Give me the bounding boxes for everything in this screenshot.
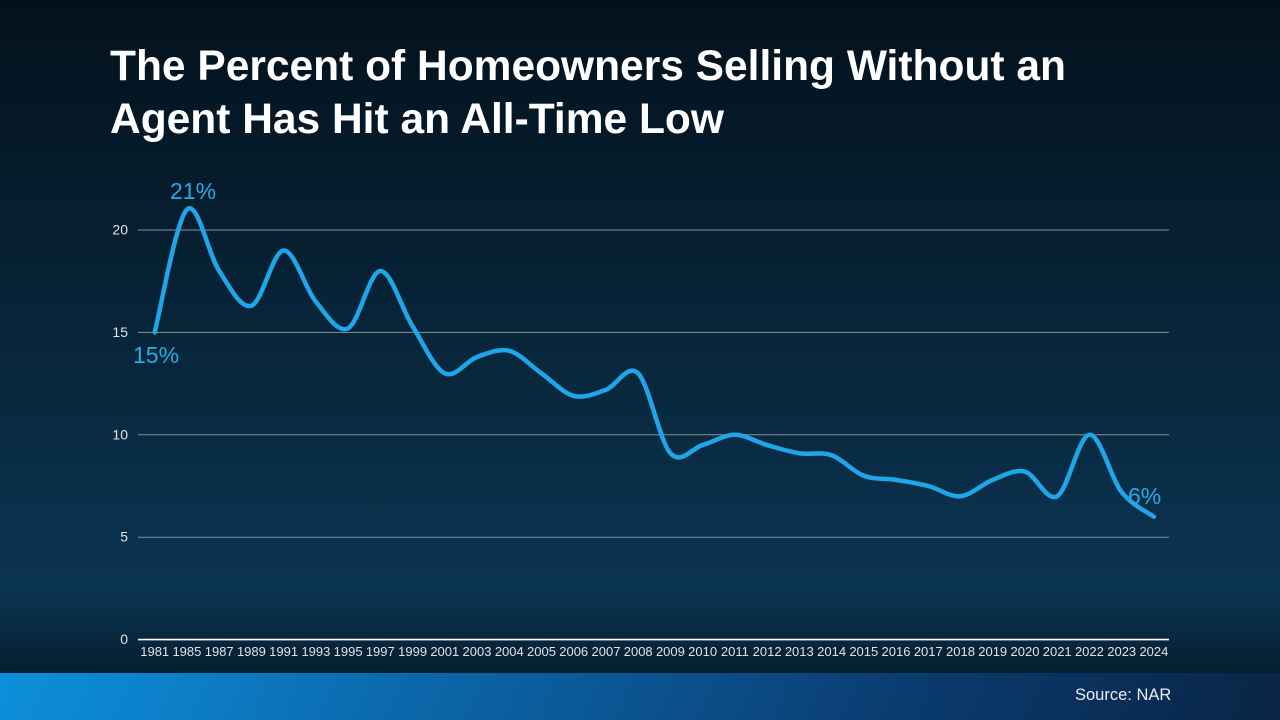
- svg-text:1981: 1981: [140, 644, 169, 659]
- svg-text:2024: 2024: [1139, 644, 1168, 659]
- svg-text:2008: 2008: [624, 644, 653, 659]
- svg-text:1989: 1989: [237, 644, 266, 659]
- svg-text:1995: 1995: [334, 644, 363, 659]
- svg-text:1985: 1985: [172, 644, 201, 659]
- svg-text:2023: 2023: [1107, 644, 1136, 659]
- svg-text:2007: 2007: [592, 644, 621, 659]
- svg-text:2018: 2018: [946, 644, 975, 659]
- svg-text:2010: 2010: [688, 644, 717, 659]
- svg-text:2001: 2001: [430, 644, 459, 659]
- svg-text:2011: 2011: [721, 644, 749, 659]
- svg-text:1991: 1991: [269, 644, 298, 659]
- svg-text:15: 15: [112, 324, 128, 340]
- svg-text:2006: 2006: [559, 644, 588, 659]
- svg-text:1993: 1993: [301, 644, 330, 659]
- svg-text:2014: 2014: [817, 644, 846, 659]
- svg-text:2015: 2015: [849, 644, 878, 659]
- svg-text:20: 20: [112, 222, 128, 238]
- svg-text:1999: 1999: [398, 644, 427, 659]
- svg-text:2009: 2009: [656, 644, 685, 659]
- svg-text:2013: 2013: [785, 644, 814, 659]
- svg-text:2003: 2003: [463, 644, 492, 659]
- svg-text:2004: 2004: [495, 644, 524, 659]
- svg-text:2020: 2020: [1011, 644, 1040, 659]
- svg-text:1997: 1997: [366, 644, 395, 659]
- svg-text:2012: 2012: [753, 644, 782, 659]
- svg-text:2022: 2022: [1075, 644, 1104, 659]
- svg-text:15%: 15%: [133, 342, 179, 368]
- svg-text:2021: 2021: [1043, 644, 1072, 659]
- svg-text:5: 5: [120, 529, 128, 545]
- svg-text:21%: 21%: [170, 178, 216, 204]
- svg-text:2016: 2016: [882, 644, 911, 659]
- svg-text:2017: 2017: [914, 644, 943, 659]
- svg-text:2005: 2005: [527, 644, 556, 659]
- svg-text:10: 10: [112, 426, 128, 442]
- svg-text:6%: 6%: [1128, 483, 1161, 509]
- svg-text:2019: 2019: [978, 644, 1007, 659]
- svg-text:0: 0: [120, 631, 128, 647]
- svg-text:1987: 1987: [205, 644, 234, 659]
